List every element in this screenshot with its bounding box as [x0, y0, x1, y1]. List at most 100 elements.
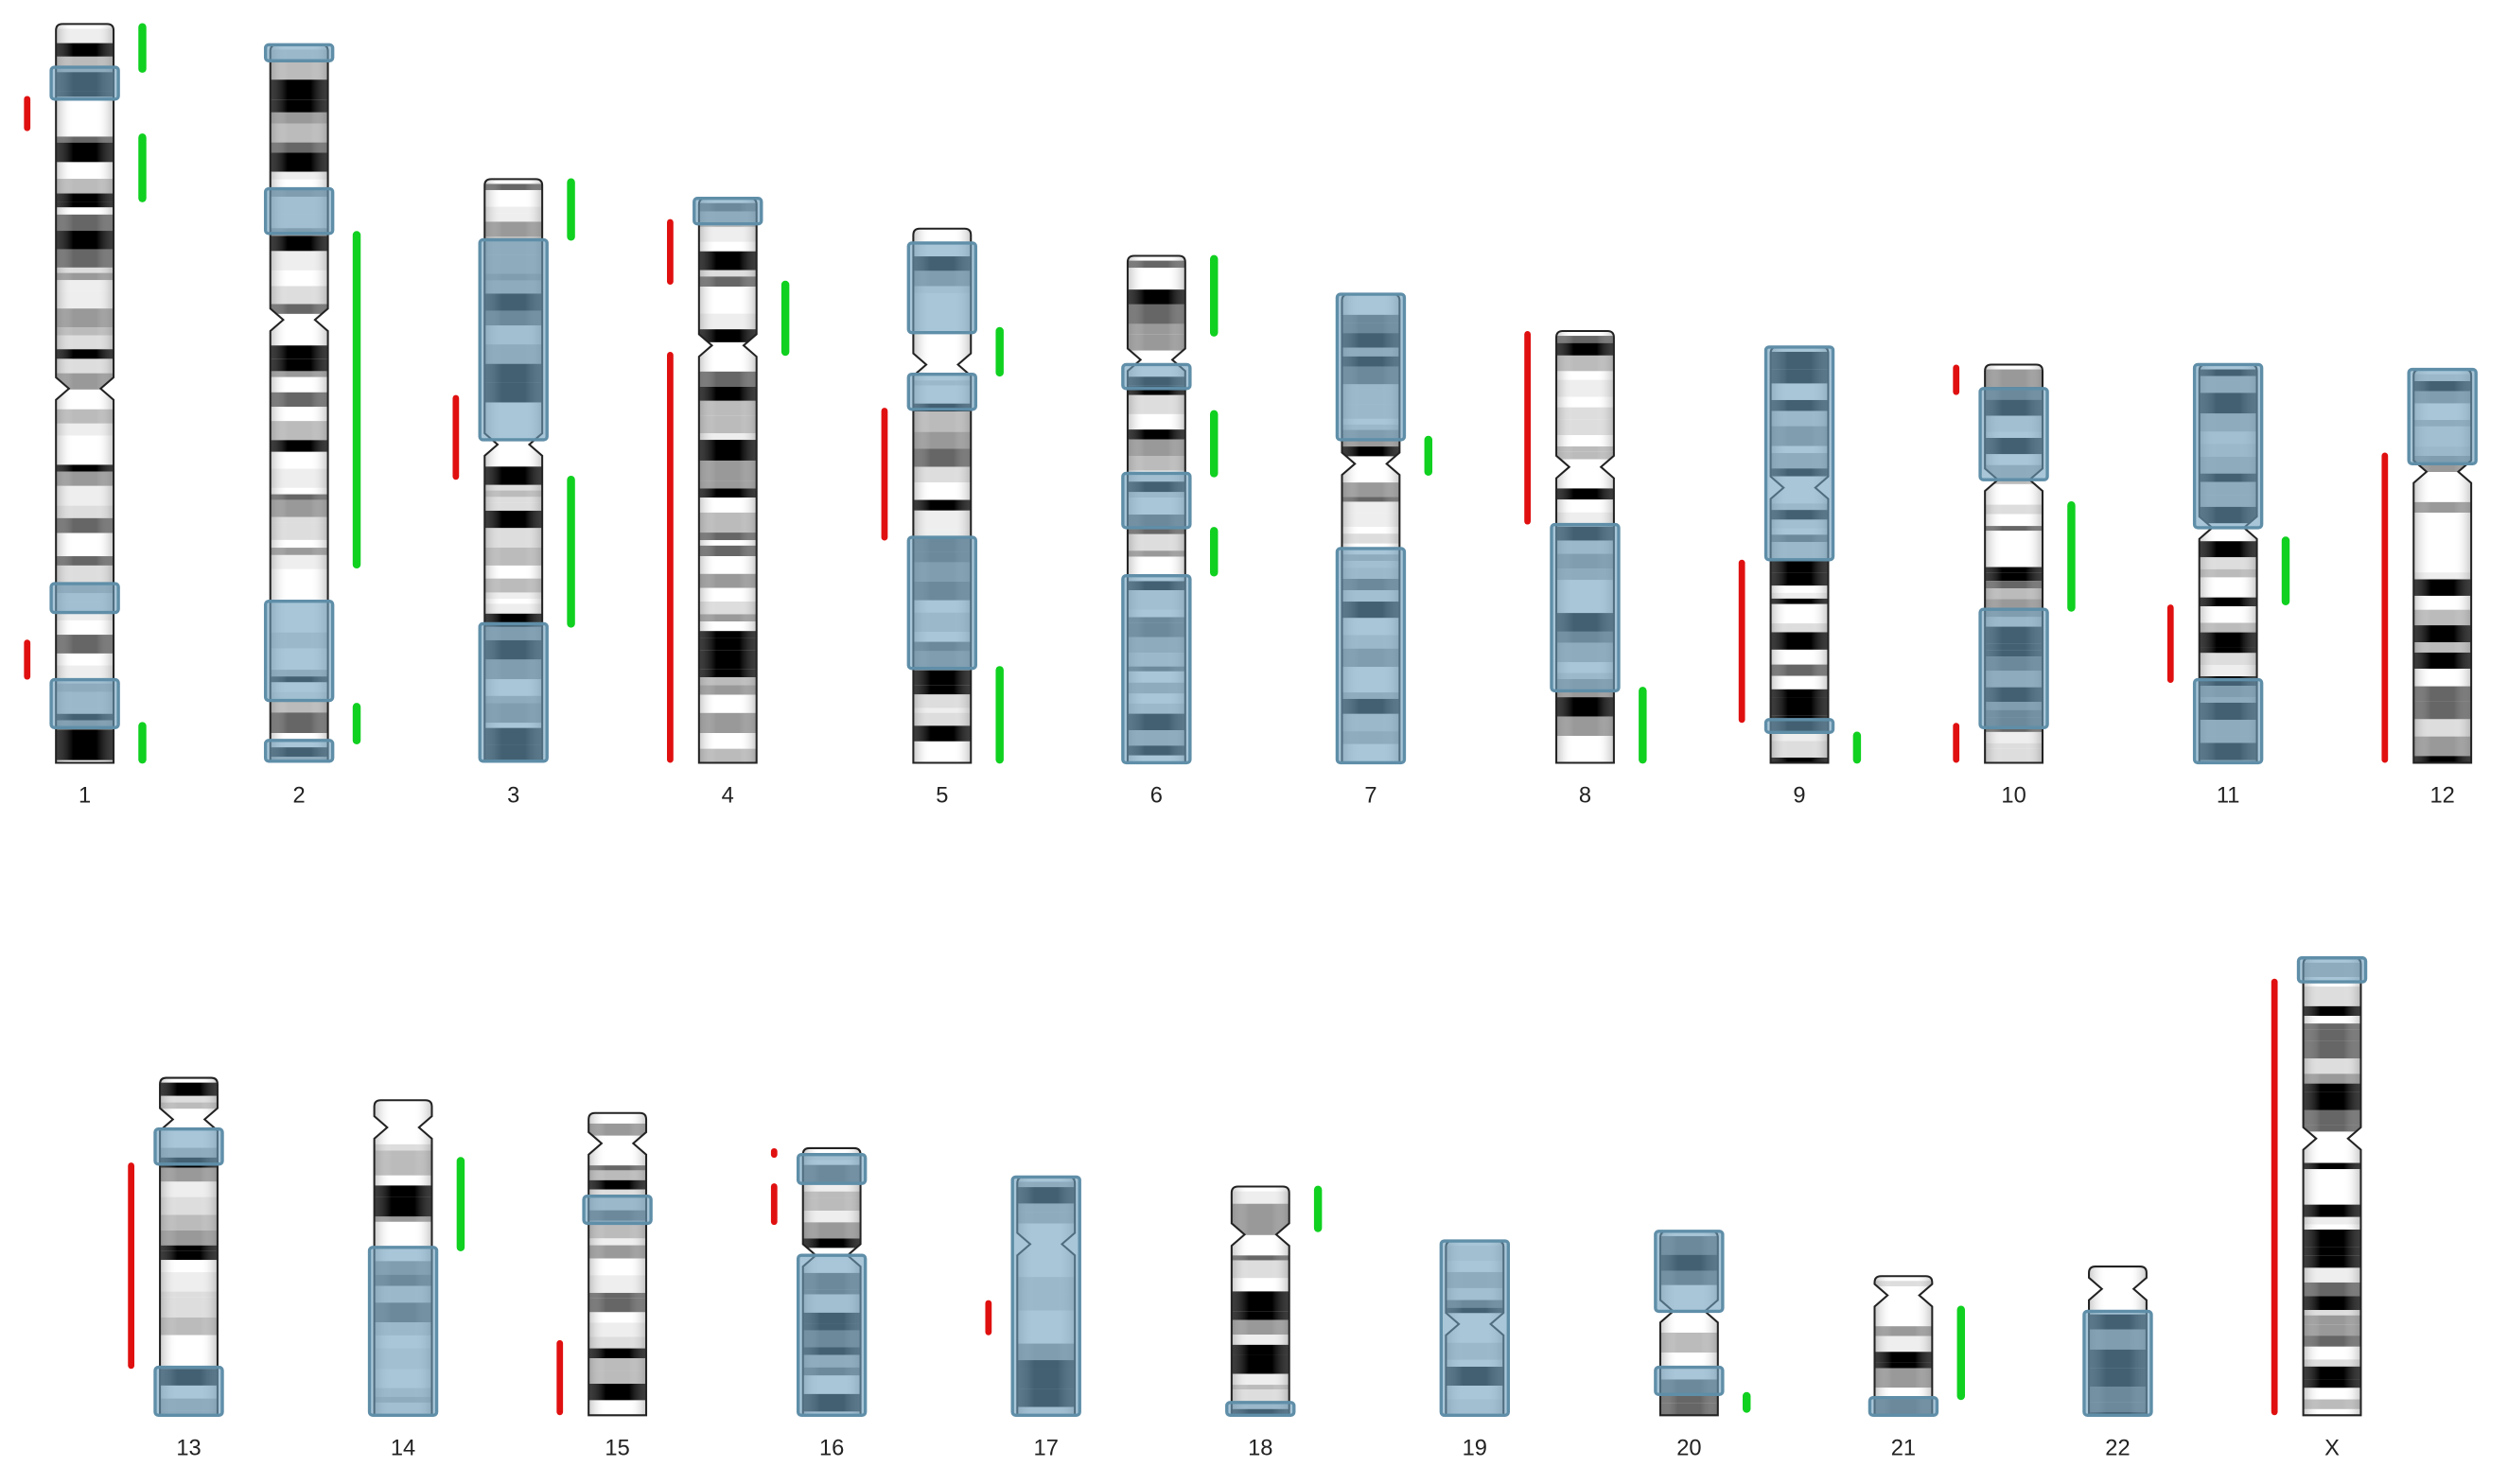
highlight-region	[49, 65, 120, 101]
chromosome-label: 16	[819, 1437, 844, 1461]
highlight-region	[478, 237, 549, 442]
highlight-region	[49, 582, 120, 615]
chromosome: 9	[1738, 345, 1862, 809]
chromosome: 2	[263, 43, 361, 809]
chromosome: 5	[881, 227, 1004, 809]
chromosome: X	[2271, 956, 2368, 1461]
highlight-region	[263, 43, 335, 62]
bands	[588, 1112, 647, 1416]
highlight-region	[2407, 367, 2478, 466]
chromosome-label: 10	[2001, 784, 2026, 809]
highlight-region	[1868, 1396, 1939, 1417]
highlight-region	[906, 372, 978, 411]
chromosome: 16	[770, 1146, 868, 1461]
chromosome-label: 11	[2217, 784, 2240, 809]
highlight-region	[1978, 387, 2049, 481]
chromosome: 13	[128, 1076, 224, 1461]
highlight-region	[1654, 1365, 1725, 1397]
highlight-region	[49, 677, 120, 729]
highlight-region	[478, 621, 549, 763]
chromosome-label: 7	[1364, 784, 1377, 809]
highlight-region	[796, 1253, 868, 1417]
chromosome-label: 13	[176, 1437, 201, 1461]
chromosome: 12	[2381, 367, 2478, 809]
chromosome-label: 17	[1034, 1437, 1059, 1461]
highlight-region	[263, 600, 335, 703]
highlight-region	[2192, 362, 2264, 530]
chromosome-label: 14	[391, 1437, 415, 1461]
chromosome: 1	[24, 23, 147, 809]
chromosome-label: 9	[1793, 784, 1805, 809]
shading	[698, 198, 757, 763]
highlight-region	[582, 1194, 653, 1226]
chromosome-outline	[912, 227, 973, 764]
chromosome-outline	[1984, 363, 2044, 764]
highlight-region	[2192, 677, 2264, 765]
chromosome-label: 8	[1579, 784, 1591, 809]
chromosome-label: 21	[1891, 1437, 1916, 1461]
chromosome-label: X	[2324, 1437, 2340, 1461]
highlight-region	[2082, 1309, 2153, 1417]
highlight-region	[906, 535, 978, 671]
highlight-region	[1763, 718, 1835, 735]
chromosome: 7	[1335, 292, 1433, 809]
chromosome-label: 5	[936, 784, 948, 809]
highlight-region	[1550, 522, 1621, 693]
highlight-region	[153, 1365, 224, 1417]
chromosome: 17	[985, 1175, 1081, 1461]
chromosome-label: 2	[293, 784, 306, 809]
chromosome-outline	[588, 1111, 648, 1417]
highlight-region	[1439, 1239, 1511, 1417]
shading	[588, 1112, 647, 1416]
highlight-region	[906, 241, 978, 335]
chromosome-label: 18	[1248, 1437, 1272, 1461]
chromosome: 10	[1953, 363, 2076, 809]
highlight-region	[2296, 956, 2368, 984]
shading	[1231, 1186, 1289, 1416]
highlight-region	[1010, 1175, 1081, 1417]
chromosome-label: 4	[722, 784, 734, 809]
chromosome-label: 1	[79, 784, 91, 809]
chromosome: 15	[556, 1111, 653, 1461]
chromosome-label: 22	[2105, 1437, 2130, 1461]
chromosome: 8	[1524, 329, 1647, 809]
highlight-region	[693, 196, 763, 226]
chromosome-label: 15	[605, 1437, 629, 1461]
highlight-region	[263, 186, 335, 236]
bands	[1874, 1276, 1933, 1416]
chromosome-label: 20	[1676, 1437, 1701, 1461]
shading	[56, 24, 114, 763]
bands	[698, 198, 757, 763]
chromosome: 21	[1868, 1275, 1966, 1461]
chromosome: 4	[667, 196, 790, 809]
chromosome: 20	[1654, 1230, 1751, 1461]
highlight-region	[1763, 345, 1835, 562]
highlight-region	[153, 1126, 224, 1166]
chromosome: 3	[452, 178, 575, 809]
highlight-region	[1335, 292, 1407, 442]
chromosome: 18	[1225, 1185, 1323, 1461]
highlight-region	[1978, 607, 2049, 729]
chromosome-label: 12	[2430, 784, 2455, 809]
highlight-region	[1335, 547, 1407, 765]
highlight-region	[1121, 471, 1192, 530]
bands	[2303, 957, 2361, 1416]
chromosome-label: 19	[1463, 1437, 1487, 1461]
highlight-region	[367, 1246, 439, 1417]
highlight-region	[1121, 362, 1192, 391]
chromosome: 6	[1121, 254, 1219, 809]
chromosome-outline	[55, 23, 115, 764]
chromosome: 22	[2082, 1266, 2153, 1461]
highlight-region	[263, 739, 335, 763]
chromosome: 19	[1439, 1239, 1511, 1461]
highlight-region	[1225, 1401, 1296, 1417]
shading	[2303, 957, 2361, 1416]
shading	[1874, 1276, 1933, 1416]
chromosome: 11	[2166, 362, 2290, 809]
chromosome-label: 6	[1150, 784, 1163, 809]
bands	[1231, 1186, 1289, 1416]
highlight-region	[1654, 1230, 1725, 1314]
chromosome: 14	[367, 1099, 465, 1461]
